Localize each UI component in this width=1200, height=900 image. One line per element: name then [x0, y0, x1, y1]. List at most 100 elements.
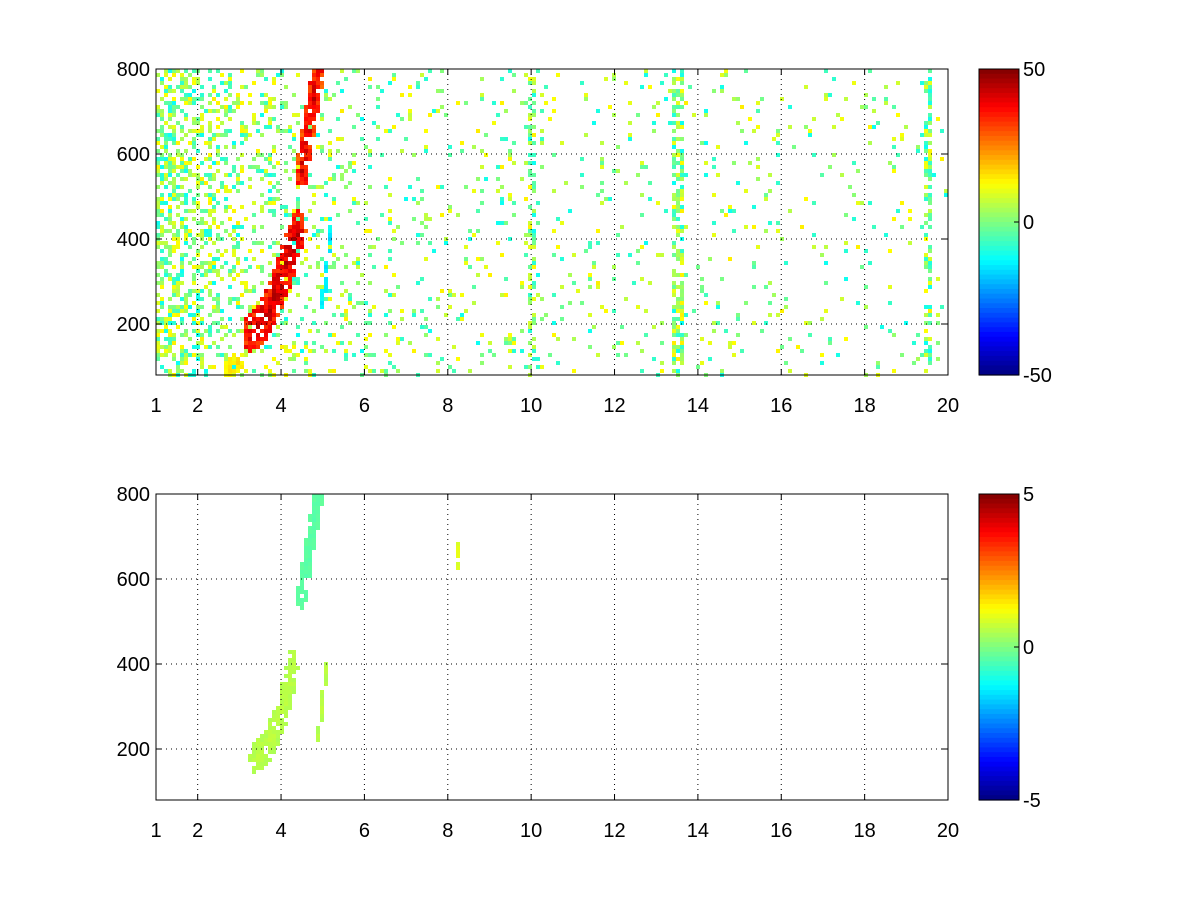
heatmap-cell: [180, 193, 184, 197]
heatmap-cell: [156, 157, 160, 161]
heatmap-cell: [352, 153, 356, 157]
heatmap-cell: [192, 329, 196, 333]
heatmap-cell: [448, 205, 452, 209]
heatmap-cell: [200, 341, 204, 345]
heatmap-cell: [608, 105, 612, 109]
heatmap-cell: [212, 205, 216, 209]
heatmap-cell: [528, 137, 532, 141]
colorbar-step: [979, 183, 1019, 190]
heatmap-cell: [328, 297, 332, 301]
heatmap-cell: [200, 177, 204, 181]
heatmap-cell: [480, 361, 484, 365]
heatmap-cell: [264, 77, 268, 81]
heatmap-cell: [220, 309, 224, 313]
heatmap-cell: [560, 285, 564, 289]
heatmap-cell: [292, 678, 296, 682]
heatmap-cell: [176, 105, 180, 109]
heatmap-cell: [280, 321, 284, 325]
heatmap-cell: [268, 157, 272, 161]
heatmap-cell: [928, 133, 932, 137]
heatmap-cell: [680, 97, 684, 101]
heatmap-cell: [320, 710, 324, 714]
heatmap-cell: [320, 690, 324, 694]
heatmap-cell: [224, 113, 228, 117]
heatmap-cell: [700, 285, 704, 289]
heatmap-cell: [804, 321, 808, 325]
heatmap-cell: [184, 101, 188, 105]
heatmap-cell: [156, 281, 160, 285]
heatmap-cell: [292, 209, 296, 213]
heatmap-cell: [672, 137, 676, 141]
heatmap-cell: [296, 586, 300, 590]
heatmap-cell: [672, 121, 676, 125]
heatmap-cell: [212, 321, 216, 325]
heatmap-cell: [168, 161, 172, 165]
heatmap-cell: [672, 213, 676, 217]
heatmap-cell: [880, 325, 884, 329]
heatmap-cell: [532, 345, 536, 349]
heatmap-cell: [216, 145, 220, 149]
heatmap-cell: [596, 193, 600, 197]
heatmap-cell: [284, 273, 288, 277]
colorbar-step: [979, 589, 1019, 596]
heatmap-cell: [508, 333, 512, 337]
heatmap-cell: [204, 285, 208, 289]
heatmap-cell: [168, 245, 172, 249]
heatmap-cell: [828, 93, 832, 97]
heatmap-cell: [200, 357, 204, 361]
heatmap-cell: [160, 133, 164, 137]
colorbar-step: [979, 202, 1019, 209]
heatmap-cell: [260, 269, 264, 273]
heatmap-cell: [312, 542, 316, 546]
heatmap-cell: [240, 153, 244, 157]
heatmap-cell: [368, 229, 372, 233]
heatmap-cell: [204, 157, 208, 161]
heatmap-cell: [168, 277, 172, 281]
heatmap-cell: [756, 157, 760, 161]
heatmap-cell: [164, 349, 168, 353]
heatmap-cell: [884, 85, 888, 89]
heatmap-cell: [916, 145, 920, 149]
heatmap-cell: [540, 137, 544, 141]
heatmap-cell: [928, 93, 932, 97]
colorbar-step: [979, 241, 1019, 247]
heatmap-cell: [580, 185, 584, 189]
heatmap-cell: [272, 269, 276, 273]
heatmap-cell: [264, 313, 268, 317]
heatmap-cell: [424, 217, 428, 221]
heatmap-cell: [240, 365, 244, 369]
heatmap-cell: [168, 313, 172, 317]
heatmap-cell: [756, 109, 760, 113]
heatmap-cell: [312, 81, 316, 85]
heatmap-cell: [652, 105, 656, 109]
heatmap-cell: [272, 710, 276, 714]
heatmap-cell: [532, 285, 536, 289]
heatmap-cell: [256, 766, 260, 770]
heatmap-cell: [540, 297, 544, 301]
heatmap-cell: [328, 97, 332, 101]
heatmap-cell: [344, 313, 348, 317]
heatmap-cell: [348, 297, 352, 301]
colorbar-step: [979, 336, 1019, 343]
heatmap-cell: [680, 349, 684, 353]
heatmap-cell: [284, 293, 288, 297]
heatmap-cell: [208, 313, 212, 317]
heatmap-cell: [296, 185, 300, 189]
heatmap-cell: [304, 177, 308, 181]
heatmap-cell: [192, 273, 196, 277]
heatmap-cell: [328, 289, 332, 293]
heatmap-cell: [312, 85, 316, 89]
heatmap-cell: [292, 686, 296, 690]
heatmap-cell: [672, 317, 676, 321]
heatmap-cell: [876, 365, 880, 369]
heatmap-cell: [172, 157, 176, 161]
heatmap-cell: [240, 353, 244, 357]
heatmap-cell: [576, 289, 580, 293]
heatmap-cell: [360, 137, 364, 141]
heatmap-cell: [720, 73, 724, 77]
heatmap-cell: [300, 578, 304, 582]
heatmap-cell: [704, 293, 708, 297]
heatmap-cell: [924, 149, 928, 153]
heatmap-cell: [284, 297, 288, 301]
heatmap-cell: [528, 273, 532, 277]
